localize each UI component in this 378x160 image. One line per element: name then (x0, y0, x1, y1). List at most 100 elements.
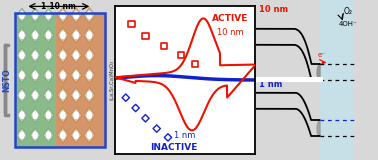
Circle shape (73, 71, 79, 80)
Bar (15, 13, 56, 147)
Polygon shape (84, 28, 95, 43)
Polygon shape (43, 88, 54, 102)
Circle shape (73, 51, 79, 60)
Point (161, 45, 167, 47)
Circle shape (32, 11, 39, 20)
Polygon shape (71, 48, 82, 63)
Polygon shape (30, 88, 40, 102)
Circle shape (73, 31, 79, 40)
Bar (319, 0, 354, 160)
Text: e⁻: e⁻ (318, 52, 326, 58)
Point (129, 23, 135, 25)
Circle shape (19, 51, 25, 60)
Polygon shape (43, 128, 54, 142)
Text: 10 nm: 10 nm (217, 28, 243, 37)
Polygon shape (17, 48, 27, 62)
Circle shape (19, 131, 25, 140)
Circle shape (73, 91, 79, 100)
Polygon shape (84, 128, 95, 143)
Polygon shape (17, 68, 27, 82)
Point (143, 117, 149, 120)
Bar (256, 77, 323, 82)
Polygon shape (30, 108, 40, 122)
Circle shape (32, 51, 39, 60)
Circle shape (60, 111, 66, 120)
Text: 1 nm: 1 nm (259, 80, 282, 89)
Polygon shape (30, 8, 40, 22)
Point (154, 127, 160, 130)
Text: 1-10 nm: 1-10 nm (41, 2, 76, 11)
Circle shape (32, 91, 39, 100)
Circle shape (32, 111, 39, 120)
Polygon shape (17, 28, 27, 42)
Polygon shape (71, 8, 82, 23)
Polygon shape (71, 88, 82, 103)
Polygon shape (84, 88, 95, 103)
Circle shape (32, 131, 39, 140)
Polygon shape (71, 108, 82, 123)
Text: INACTIVE: INACTIVE (150, 143, 197, 152)
Bar (15, 13, 105, 147)
Point (192, 63, 198, 65)
Circle shape (73, 111, 79, 120)
Polygon shape (30, 48, 40, 62)
Polygon shape (17, 108, 27, 122)
Circle shape (60, 91, 66, 100)
Point (178, 54, 184, 56)
Circle shape (19, 11, 25, 20)
Text: O₂: O₂ (344, 7, 353, 16)
Polygon shape (71, 128, 82, 143)
Text: NSTO: NSTO (2, 68, 11, 92)
Circle shape (86, 11, 93, 20)
Circle shape (86, 71, 93, 80)
Circle shape (19, 31, 25, 40)
Text: ACTIVE: ACTIVE (212, 14, 248, 23)
Circle shape (19, 71, 25, 80)
Circle shape (86, 91, 93, 100)
Text: 10 nm: 10 nm (259, 5, 288, 14)
Polygon shape (43, 28, 54, 42)
Polygon shape (57, 88, 68, 103)
Polygon shape (30, 128, 40, 142)
Text: (La,Sr,Ca)MnO₃: (La,Sr,Ca)MnO₃ (110, 60, 115, 100)
Text: 4OH⁻: 4OH⁻ (339, 21, 358, 27)
Circle shape (45, 31, 52, 40)
Polygon shape (17, 128, 27, 142)
Polygon shape (17, 8, 27, 22)
Polygon shape (84, 108, 95, 123)
Point (133, 107, 139, 109)
Polygon shape (30, 68, 40, 82)
Polygon shape (84, 48, 95, 63)
Polygon shape (43, 108, 54, 122)
Circle shape (60, 51, 66, 60)
Circle shape (73, 131, 79, 140)
Circle shape (60, 11, 66, 20)
Circle shape (60, 71, 66, 80)
Polygon shape (17, 88, 27, 102)
Circle shape (45, 91, 52, 100)
Circle shape (73, 11, 79, 20)
Circle shape (32, 31, 39, 40)
Polygon shape (43, 68, 54, 82)
Polygon shape (57, 8, 68, 23)
Point (165, 136, 171, 139)
Polygon shape (71, 28, 82, 43)
Circle shape (45, 131, 52, 140)
Circle shape (19, 111, 25, 120)
Bar (56, 13, 105, 147)
Point (143, 35, 149, 37)
Circle shape (86, 131, 93, 140)
Circle shape (45, 111, 52, 120)
Circle shape (60, 131, 66, 140)
Circle shape (86, 31, 93, 40)
Polygon shape (57, 128, 68, 143)
Polygon shape (57, 108, 68, 123)
Polygon shape (71, 68, 82, 83)
Circle shape (19, 91, 25, 100)
Polygon shape (84, 68, 95, 83)
Text: 1 nm: 1 nm (174, 131, 195, 140)
Polygon shape (57, 48, 68, 63)
Polygon shape (57, 28, 68, 43)
Point (123, 96, 129, 99)
Polygon shape (84, 8, 95, 23)
